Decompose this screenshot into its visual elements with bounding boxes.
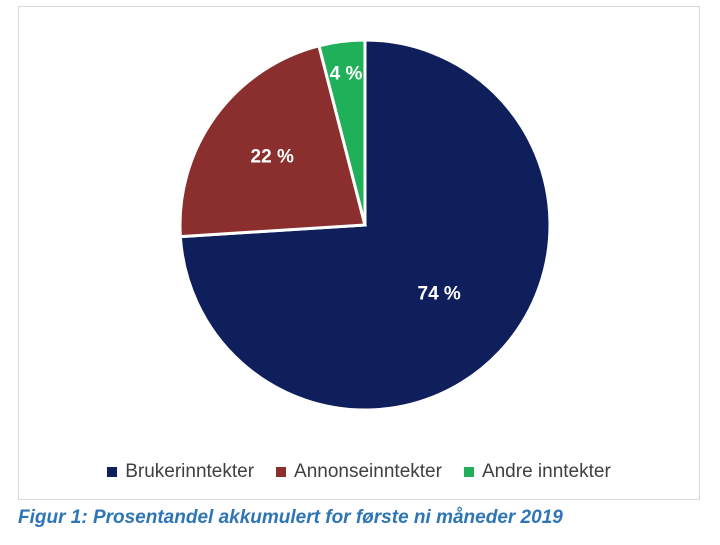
legend: Brukerinntekter Annonseinntekter Andre i… bbox=[19, 461, 699, 483]
legend-label-brukerinntekter: Brukerinntekter bbox=[125, 461, 255, 482]
pie-slice-annonseinntekter bbox=[178, 43, 367, 239]
data-label-brukerinntekter: 74 % bbox=[418, 284, 461, 305]
legend-swatch-brukerinntekter bbox=[107, 467, 118, 477]
pie-slice-andre-inntekter bbox=[317, 38, 367, 226]
legend-item-brukerinntekter: Brukerinntekter bbox=[107, 461, 254, 483]
chart-frame: 74 % 22 % 4 % Brukerinntekter Annonseinnte… bbox=[18, 6, 700, 500]
legend-item-annonseinntekter: Annonseinntekter bbox=[276, 461, 442, 483]
legend-swatch-andre-inntekter bbox=[463, 467, 474, 477]
legend-item-andre-inntekter: Andre inntekter bbox=[463, 461, 611, 483]
data-label-annonseinntekter: 22 % bbox=[251, 147, 294, 168]
legend-label-annonseinntekter: Annonseinntekter bbox=[294, 461, 442, 482]
figure-caption: Figur 1: Prosentandel akkumulert for før… bbox=[18, 507, 563, 528]
legend-label-andre-inntekter: Andre inntekter bbox=[481, 461, 611, 482]
pie-chart: 74 % 22 % 4 % bbox=[178, 38, 552, 412]
legend-swatch-annonseinntekter bbox=[276, 467, 287, 477]
data-label-andre-inntekter: 4 % bbox=[330, 64, 363, 85]
